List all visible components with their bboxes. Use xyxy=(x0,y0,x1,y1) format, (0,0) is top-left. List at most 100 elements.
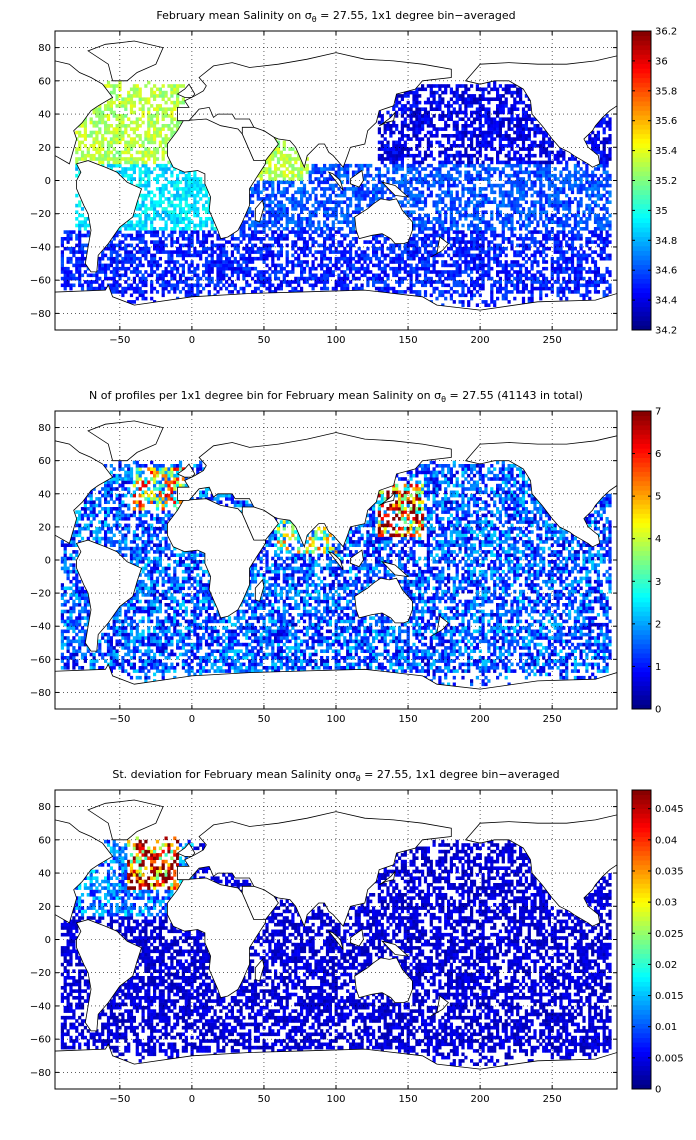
data-cell xyxy=(539,200,543,204)
data-cell xyxy=(178,290,183,294)
data-cell xyxy=(539,170,543,175)
data-cell xyxy=(484,237,488,241)
data-cell xyxy=(380,280,384,284)
data-cell xyxy=(268,250,272,254)
data-cell xyxy=(294,276,298,281)
data-cell xyxy=(429,190,433,195)
data-cell xyxy=(230,237,234,241)
data-cell xyxy=(444,127,448,131)
data-cell xyxy=(435,280,439,284)
data-cell xyxy=(268,276,272,281)
data-cell xyxy=(458,250,462,254)
data-cell xyxy=(325,256,330,261)
data-cell xyxy=(118,87,122,92)
data-cell xyxy=(196,213,200,218)
data-cell xyxy=(121,263,125,268)
data-cell xyxy=(562,223,566,228)
data-cell xyxy=(161,273,165,278)
data-cell xyxy=(178,280,183,284)
data-cell xyxy=(550,217,554,221)
data-cell xyxy=(199,227,203,231)
data-cell xyxy=(418,290,422,294)
data-cell xyxy=(109,260,113,264)
data-cell xyxy=(527,270,531,274)
data-cell xyxy=(155,240,160,244)
data-cell xyxy=(536,170,540,175)
data-cell xyxy=(547,160,551,165)
data-cell xyxy=(470,137,474,141)
data-cell xyxy=(501,220,505,224)
data-cell xyxy=(400,177,404,181)
data-cell xyxy=(285,270,289,274)
data-cell xyxy=(438,114,442,118)
data-cell xyxy=(447,273,451,278)
data-cell xyxy=(204,256,209,261)
data-cell xyxy=(181,273,185,278)
data-cell xyxy=(268,197,272,201)
data-cell xyxy=(285,167,289,171)
data-cell xyxy=(510,94,514,98)
data-cell xyxy=(510,217,514,221)
data-cell xyxy=(351,187,356,191)
data-cell xyxy=(363,250,367,254)
data-cell xyxy=(323,273,327,278)
data-cell xyxy=(135,270,139,274)
data-cell xyxy=(101,160,105,165)
data-cell xyxy=(104,104,108,108)
data-cell xyxy=(265,246,269,251)
data-cell xyxy=(256,276,260,281)
data-cell xyxy=(493,110,497,115)
data-cell xyxy=(230,270,234,274)
data-cell xyxy=(472,100,477,105)
data-cell xyxy=(478,107,482,111)
data-cell xyxy=(300,270,304,274)
data-cell xyxy=(536,160,540,165)
data-cell xyxy=(458,197,462,201)
data-cell xyxy=(369,200,373,204)
data-cell xyxy=(104,276,108,281)
data-cell xyxy=(170,237,174,241)
data-cell xyxy=(438,160,442,165)
data-cell xyxy=(475,207,479,211)
data-cell xyxy=(493,80,497,85)
data-cell xyxy=(544,260,549,264)
data-cell xyxy=(372,263,376,268)
data-cell xyxy=(519,130,523,135)
data-cell xyxy=(372,237,376,241)
data-cell xyxy=(176,193,180,198)
data-cell xyxy=(426,144,430,148)
data-cell xyxy=(412,177,416,181)
data-cell xyxy=(530,187,534,191)
data-cell xyxy=(464,100,468,105)
data-cell xyxy=(550,276,554,281)
data-cell xyxy=(536,124,540,128)
data-cell xyxy=(441,97,445,101)
data-cell xyxy=(300,230,304,234)
data-cell xyxy=(83,134,87,138)
data-cell xyxy=(421,190,425,195)
data-cell xyxy=(573,266,577,271)
data-cell xyxy=(193,183,197,188)
data-cell xyxy=(432,114,436,118)
data-cell xyxy=(178,200,183,204)
data-cell xyxy=(565,217,569,221)
data-cell xyxy=(490,286,494,291)
data-cell xyxy=(181,84,185,88)
data-cell xyxy=(363,256,367,261)
data-cell xyxy=(161,137,165,141)
data-cell xyxy=(556,260,560,264)
data-cell xyxy=(132,246,136,251)
data-cell xyxy=(521,110,526,115)
data-cell xyxy=(262,280,266,284)
data-cell xyxy=(519,97,523,101)
data-cell xyxy=(475,100,479,105)
data-cell xyxy=(498,130,502,135)
data-cell xyxy=(423,173,428,178)
data-cell xyxy=(141,233,145,238)
data-cell xyxy=(60,256,64,261)
data-cell xyxy=(372,177,376,181)
data-cell xyxy=(291,286,295,291)
data-cell xyxy=(429,134,433,138)
data-cell xyxy=(524,94,528,98)
data-cell xyxy=(75,163,79,168)
